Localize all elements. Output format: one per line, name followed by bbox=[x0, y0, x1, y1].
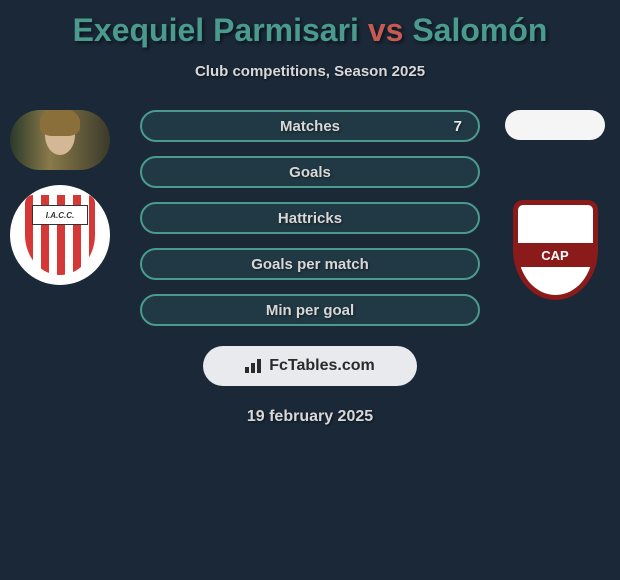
club-right-shield-icon: CAP bbox=[513, 200, 598, 300]
watermark: FcTables.com bbox=[203, 346, 417, 386]
comparison-title: Exequiel Parmisari vs Salomón bbox=[0, 0, 620, 49]
player2-photo bbox=[505, 110, 605, 140]
player2-club-badge: CAP bbox=[505, 200, 605, 300]
player-left-column: I.A.C.C. bbox=[10, 110, 110, 285]
stat-row-matches: Matches 7 bbox=[140, 110, 480, 142]
title-vs: vs bbox=[368, 12, 404, 48]
club-left-text: I.A.C.C. bbox=[32, 205, 88, 225]
stat-row-goals: Goals bbox=[140, 156, 480, 188]
chart-bars-icon bbox=[245, 359, 263, 373]
stat-label: Goals bbox=[289, 164, 331, 181]
stat-row-hattricks: Hattricks bbox=[140, 202, 480, 234]
player1-club-badge: I.A.C.C. bbox=[10, 185, 110, 285]
club-left-shield-icon: I.A.C.C. bbox=[25, 195, 95, 275]
stat-label: Goals per match bbox=[251, 256, 369, 273]
stat-row-min-per-goal: Min per goal bbox=[140, 294, 480, 326]
club-right-text: CAP bbox=[518, 243, 593, 267]
watermark-text: FcTables.com bbox=[269, 357, 375, 375]
stat-label: Matches bbox=[280, 118, 340, 135]
title-player1: Exequiel Parmisari bbox=[73, 12, 359, 48]
subtitle: Club competitions, Season 2025 bbox=[0, 63, 620, 80]
stat-value-right: 7 bbox=[454, 118, 462, 135]
stat-row-goals-per-match: Goals per match bbox=[140, 248, 480, 280]
stat-label: Hattricks bbox=[278, 210, 342, 227]
title-player2: Salomón bbox=[412, 12, 547, 48]
stats-list: Matches 7 Goals Hattricks Goals per matc… bbox=[140, 110, 480, 326]
stat-label: Min per goal bbox=[266, 302, 354, 319]
comparison-date: 19 february 2025 bbox=[0, 408, 620, 426]
player1-photo bbox=[10, 110, 110, 170]
content-area: I.A.C.C. Matches 7 Goals Hattricks Goals… bbox=[0, 110, 620, 326]
player-right-column: CAP bbox=[505, 110, 605, 300]
